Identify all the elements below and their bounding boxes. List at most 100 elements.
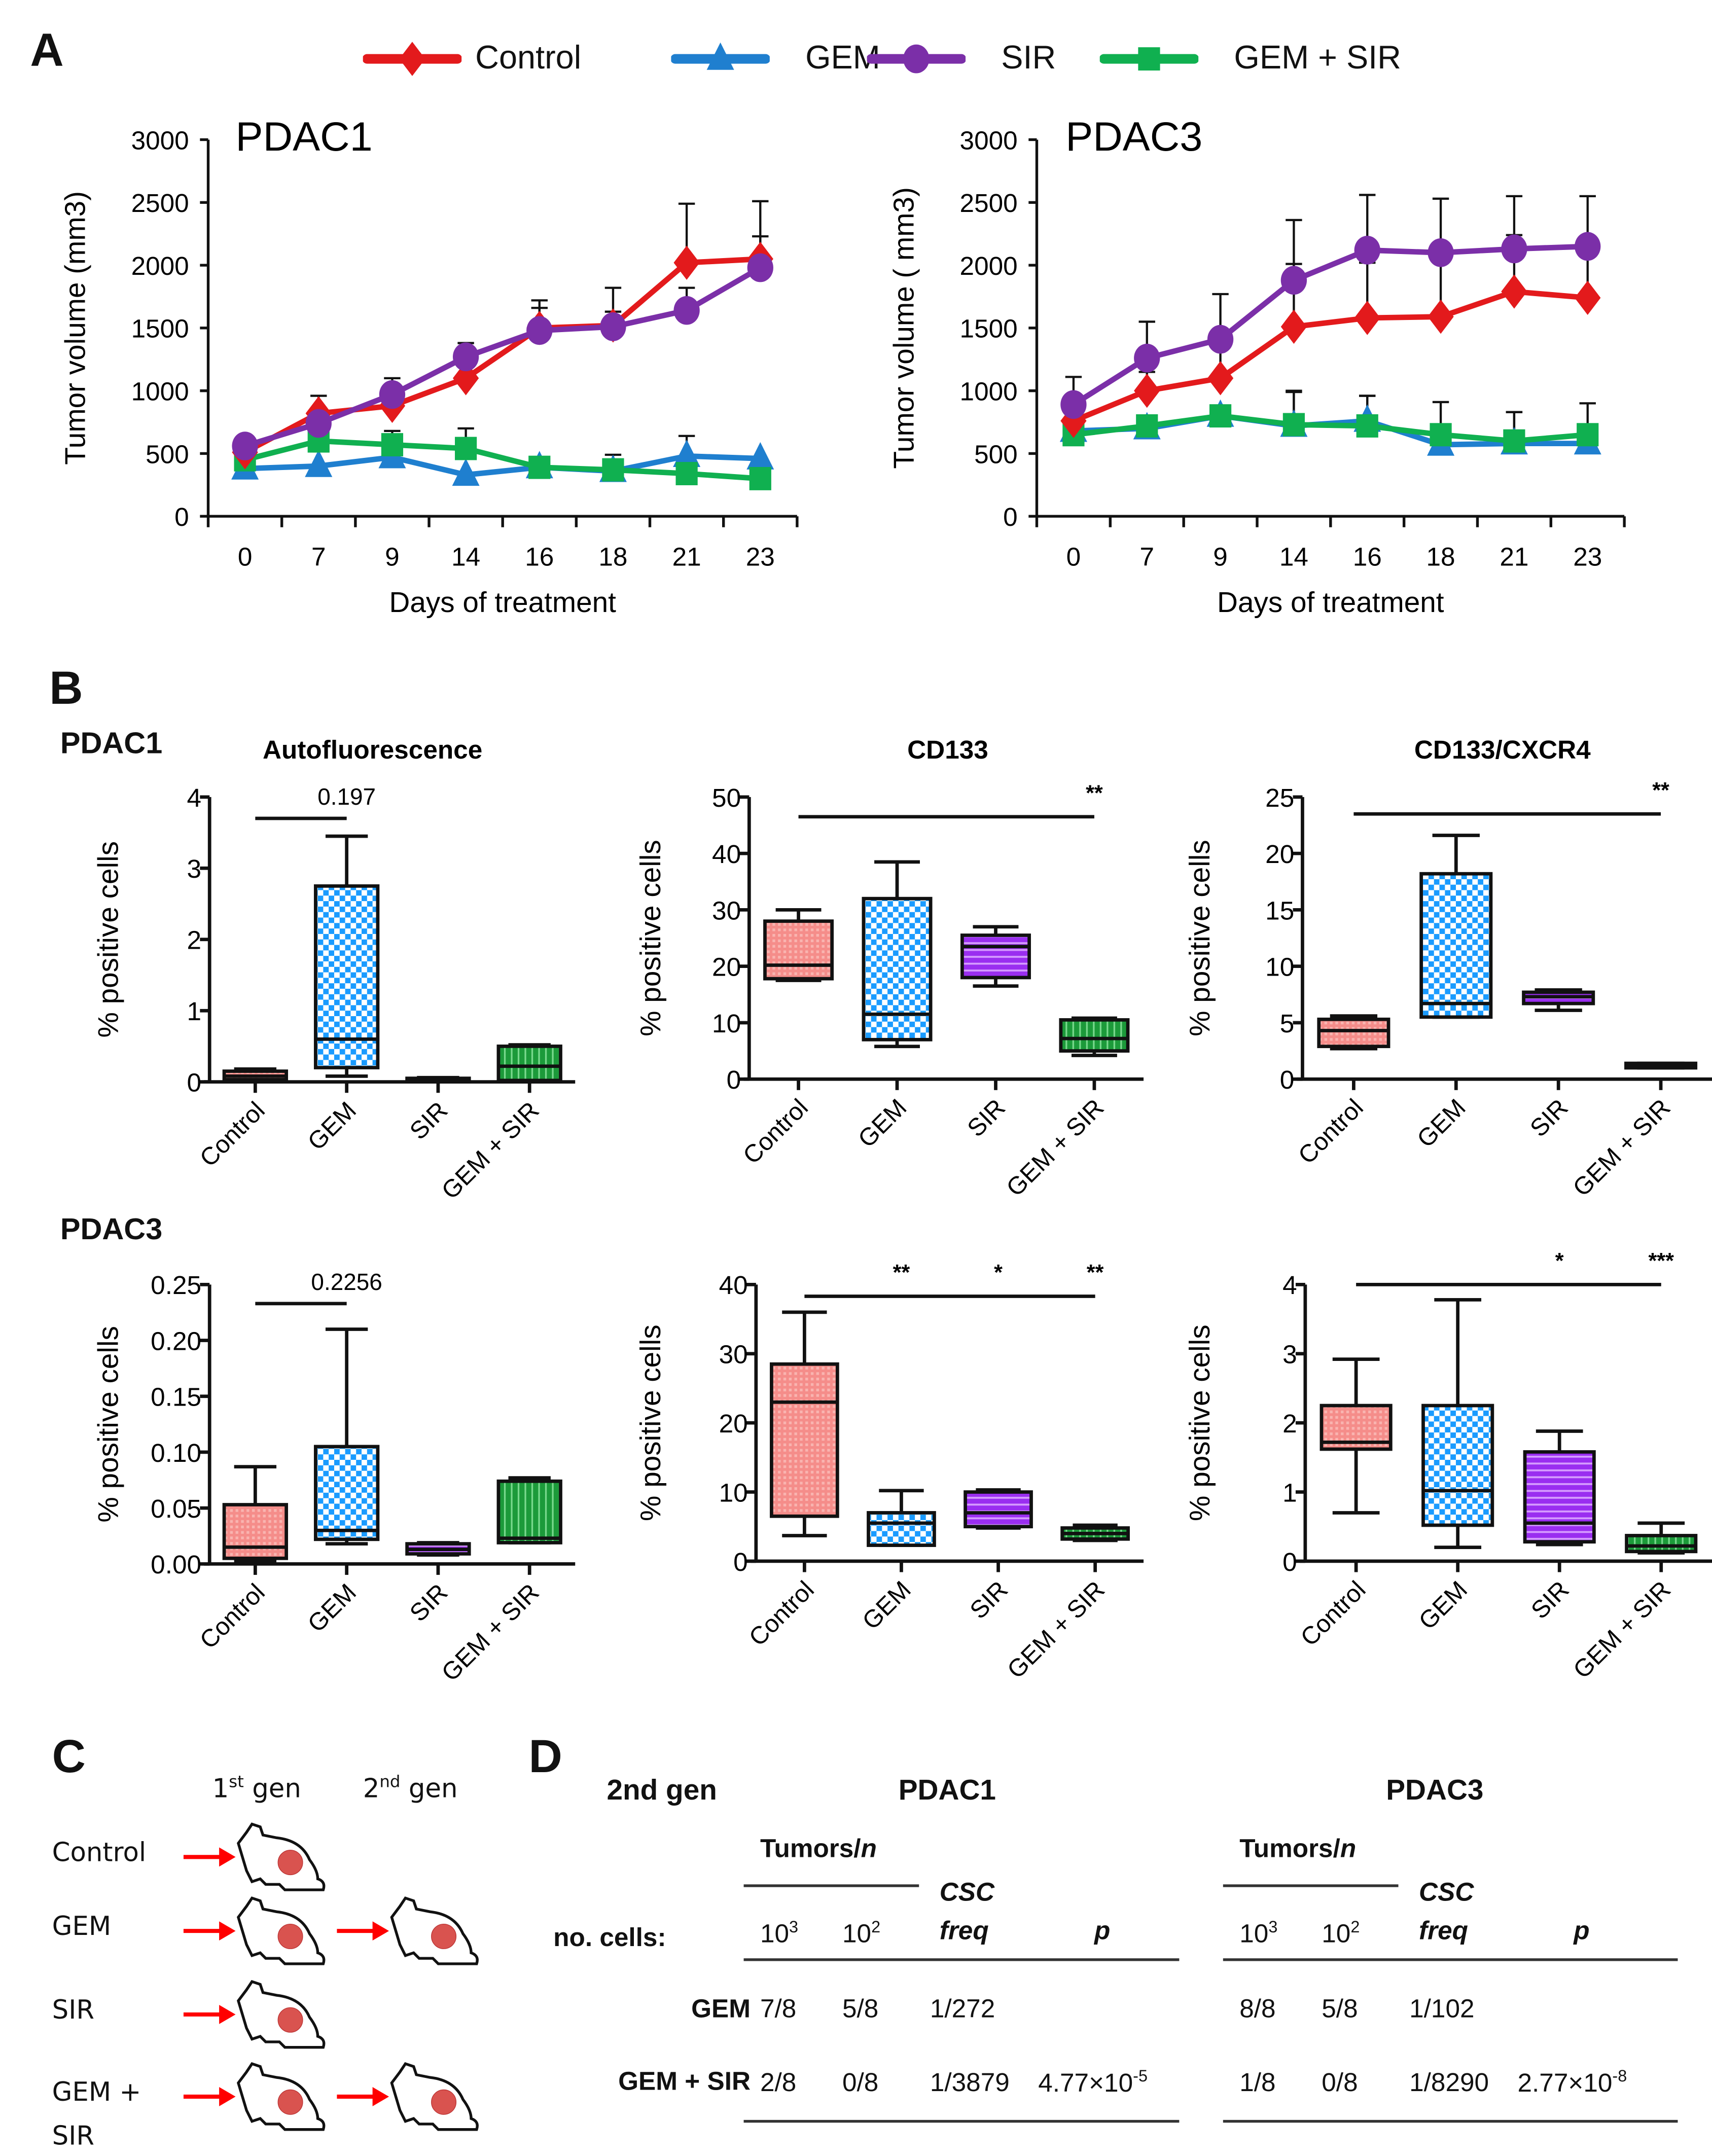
mouse-with-tumor-icon	[183, 2062, 326, 2131]
y-axis-label: % positive cells	[635, 1324, 667, 1521]
cell-tumors-1e2: 5/8	[842, 1995, 879, 2024]
panel-label-d: D	[528, 1731, 562, 1783]
panel-label-a: A	[30, 24, 64, 77]
arrow-head	[219, 2087, 236, 2106]
data-point-sir	[1060, 390, 1087, 419]
tumor-dot	[431, 2089, 457, 2115]
square-marker-icon	[1099, 47, 1199, 71]
y-axis-label: % positive cells	[1184, 840, 1216, 1036]
y-tick-label: 10	[1265, 953, 1294, 982]
data-point-gem	[746, 442, 774, 470]
box-control	[770, 1310, 839, 1537]
x-tick-label: SIR	[405, 1097, 453, 1145]
iqr-box	[964, 1490, 1033, 1529]
data-point-gem	[452, 458, 480, 486]
box-gemsir	[1059, 1016, 1130, 1057]
header-1st-gen: 1st gen	[212, 1772, 301, 1804]
y-tick-label: 0.15	[151, 1383, 201, 1412]
y-tick-label: 2000	[960, 251, 1018, 280]
mouse-with-tumor-icon	[183, 1822, 326, 1891]
data-point-control	[1280, 309, 1307, 344]
iqr-box	[222, 1503, 289, 1560]
data-point-gemsir	[455, 437, 477, 460]
iqr-box	[313, 1445, 380, 1541]
legend-marker	[903, 44, 930, 74]
arrow-head	[372, 2087, 389, 2106]
data-point-sir	[1280, 266, 1307, 295]
legend-item-gemsir: GEM + SIR	[1099, 39, 1401, 80]
y-tick-label: 500	[974, 440, 1018, 469]
header-freq: freq	[939, 1917, 989, 1946]
box-gemsir	[1060, 1523, 1130, 1542]
data-point-sir	[1575, 232, 1601, 261]
y-tick-label: 0	[733, 1548, 748, 1576]
p-value-label: 0.197	[317, 783, 376, 810]
iqr-box	[496, 1045, 562, 1083]
iqr-box	[1059, 1018, 1130, 1053]
mouse-with-tumor-icon	[337, 2062, 479, 2131]
tumor-dot	[277, 1923, 303, 1949]
box-gemsir	[496, 1476, 562, 1544]
y-tick-label: 0	[1282, 1548, 1297, 1576]
y-tick-label: 15	[1265, 896, 1294, 925]
data-point-gemsir	[675, 462, 698, 485]
chart-title: PDAC1	[236, 114, 373, 160]
data-point-gemsir	[1209, 404, 1232, 428]
cell-tumors-1e3: 8/8	[1239, 1995, 1276, 2024]
cell-tumors-1e2: 0/8	[1322, 2069, 1358, 2098]
x-tick-label: 23	[746, 542, 775, 571]
legend-marker	[706, 42, 734, 70]
x-tick-label: Control	[1296, 1576, 1371, 1651]
x-tick-label: Control	[195, 1578, 270, 1654]
x-tick-label: SIR	[962, 1094, 1010, 1142]
iqr-box	[313, 884, 380, 1069]
p-value-label: 0.2256	[311, 1269, 382, 1295]
x-tick-label: SIR	[1526, 1576, 1574, 1624]
x-tick-label: SIR	[965, 1576, 1013, 1624]
data-point-sir	[1354, 235, 1380, 265]
panel-label-c: C	[52, 1731, 86, 1783]
iqr-box	[1523, 1450, 1596, 1544]
table-title-pdac3: PDAC3	[1386, 1775, 1484, 1807]
legend-marker	[399, 42, 425, 76]
legend-item-sir: SIR	[867, 39, 1056, 80]
y-tick-label: 3	[187, 854, 201, 883]
legend-item-gem: GEM	[671, 39, 880, 80]
cell-tumors-1e3: 1/8	[1239, 2069, 1276, 2098]
data-point-sir	[600, 312, 626, 341]
y-tick-label: 30	[719, 1340, 748, 1369]
x-axis-label: Days of treatment	[1217, 587, 1444, 619]
header-p: p	[1094, 1917, 1111, 1946]
y-tick-label: 0	[1003, 502, 1018, 531]
cell-p-value: 2.77×10-8	[1517, 2066, 1627, 2099]
x-tick-label: GEM + SIR	[437, 1097, 545, 1205]
legend-label: Control	[475, 40, 582, 77]
y-tick-label: 0	[187, 1068, 201, 1097]
data-point-control	[1575, 280, 1601, 315]
data-point-sir	[1501, 234, 1527, 264]
data-point-sir	[1134, 343, 1160, 373]
x-tick-label: 16	[1353, 542, 1382, 571]
box-gemsir	[496, 1043, 562, 1083]
header-rule-short	[743, 1884, 919, 1887]
x-tick-label: 18	[598, 542, 627, 571]
data-point-sir	[452, 342, 479, 372]
arrow-head	[219, 1921, 236, 1941]
y-tick-label: 0	[174, 502, 189, 531]
header-p: p	[1574, 1917, 1590, 1946]
y-tick-label: 20	[712, 953, 741, 982]
y-tick-label: 2	[1282, 1409, 1297, 1438]
x-tick-label: GEM + SIR	[1567, 1094, 1675, 1202]
x-tick-label: 7	[1139, 542, 1154, 571]
x-tick-label: 0	[1066, 542, 1081, 571]
iqr-box	[770, 1362, 839, 1518]
x-tick-label: 16	[525, 542, 554, 571]
box-gem	[862, 860, 933, 1049]
y-axis-label: % positive cells	[92, 1326, 124, 1523]
data-point-control	[452, 361, 479, 396]
tumor-dot	[431, 1923, 457, 1949]
series-line-control	[1072, 289, 1588, 424]
box-gem	[1421, 1298, 1494, 1550]
